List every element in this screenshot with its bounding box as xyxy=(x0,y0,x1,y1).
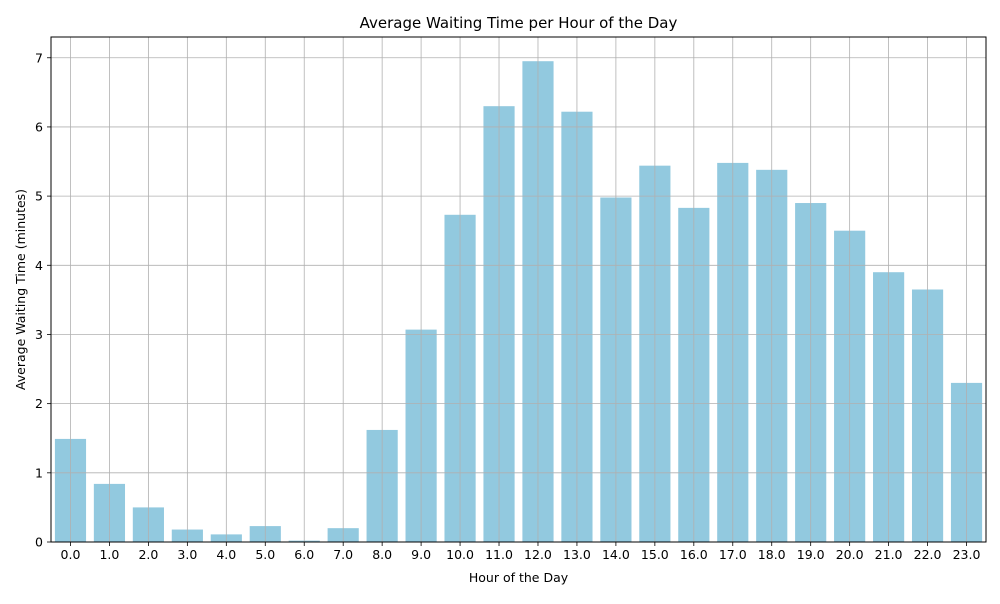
x-tick-label: 9.0 xyxy=(411,547,431,562)
x-tick-label: 19.0 xyxy=(797,547,825,562)
y-tick-label: 7 xyxy=(35,50,43,65)
plot-frame xyxy=(50,36,987,543)
x-tick-label: 5.0 xyxy=(255,547,275,562)
x-tick-label: 3.0 xyxy=(177,547,197,562)
y-tick-label: 2 xyxy=(35,396,43,411)
x-tick-label: 2.0 xyxy=(138,547,158,562)
x-tick-label: 13.0 xyxy=(563,547,591,562)
x-tick-label: 16.0 xyxy=(680,547,708,562)
x-tick-label: 1.0 xyxy=(99,547,119,562)
x-tick-label: 12.0 xyxy=(524,547,552,562)
y-axis-ticks: 0 1 2 3 4 5 6 7 xyxy=(35,50,51,550)
x-tick-label: 7.0 xyxy=(333,547,353,562)
bars xyxy=(54,61,983,543)
x-tick-label: 20.0 xyxy=(836,547,864,562)
y-tick-label: 0 xyxy=(35,535,43,550)
y-tick-label: 1 xyxy=(35,465,43,480)
x-tick-label: 23.0 xyxy=(953,547,981,562)
x-tick-label: 15.0 xyxy=(641,547,669,562)
y-axis-label: Average Waiting Time (minutes) xyxy=(13,189,28,390)
x-tick-label: 0.0 xyxy=(61,547,81,562)
x-axis-label: Hour of the Day xyxy=(469,570,569,585)
y-tick-label: 6 xyxy=(35,119,43,134)
x-tick-label: 10.0 xyxy=(446,547,474,562)
x-tick-label: 11.0 xyxy=(485,547,513,562)
y-tick-label: 4 xyxy=(35,258,43,273)
x-tick-label: 17.0 xyxy=(719,547,747,562)
x-tick-label: 8.0 xyxy=(372,547,392,562)
x-tick-label: 18.0 xyxy=(758,547,786,562)
y-tick-label: 5 xyxy=(35,189,43,204)
x-tick-label: 4.0 xyxy=(216,547,236,562)
y-tick-label: 3 xyxy=(35,327,43,342)
x-tick-label: 21.0 xyxy=(875,547,903,562)
x-tick-label: 6.0 xyxy=(294,547,314,562)
x-tick-label: 14.0 xyxy=(602,547,630,562)
chart-title: Average Waiting Time per Hour of the Day xyxy=(360,14,678,32)
x-tick-label: 22.0 xyxy=(914,547,942,562)
x-axis-ticks: 0.0 1.0 2.0 3.0 4.0 5.0 6.0 7.0 8.0 9.0 10.0 11.0 12… xyxy=(61,542,981,562)
